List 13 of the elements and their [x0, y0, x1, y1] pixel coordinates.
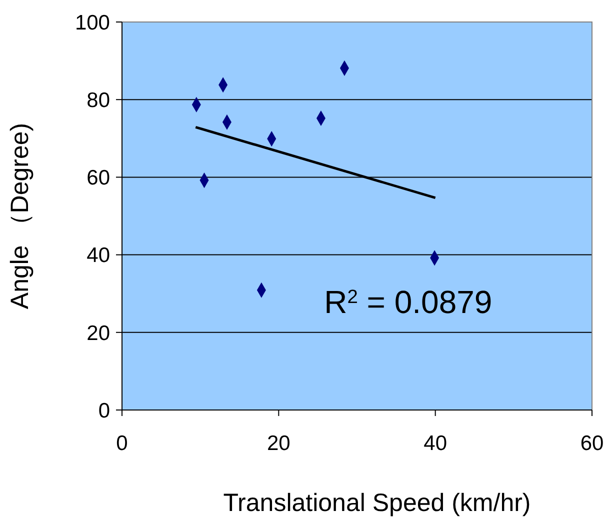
y-axis-title: Angle （Degree) — [6, 122, 34, 310]
x-axis-title: Translational Speed (km/hr) — [223, 489, 531, 517]
x-tick-label: 60 — [580, 432, 604, 455]
y-tick-label: 80 — [86, 88, 110, 112]
y-tick-label: 0 — [98, 399, 110, 422]
x-tick-label: 40 — [424, 432, 448, 455]
x-tick-label: 20 — [266, 432, 290, 455]
y-tick-label: 20 — [86, 322, 110, 345]
x-tick-label: 0 — [116, 432, 128, 455]
y-tick-label: 40 — [86, 244, 110, 268]
y-tick-label: 60 — [86, 166, 110, 190]
y-tick-label: 100 — [74, 11, 110, 34]
annotation: R$^{2}$ = 0.0879 — [324, 284, 492, 320]
